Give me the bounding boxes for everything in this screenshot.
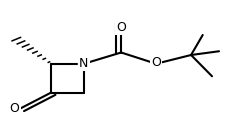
Text: O: O (151, 56, 161, 69)
Text: N: N (79, 57, 89, 70)
Text: O: O (10, 102, 20, 115)
Text: O: O (116, 21, 126, 34)
